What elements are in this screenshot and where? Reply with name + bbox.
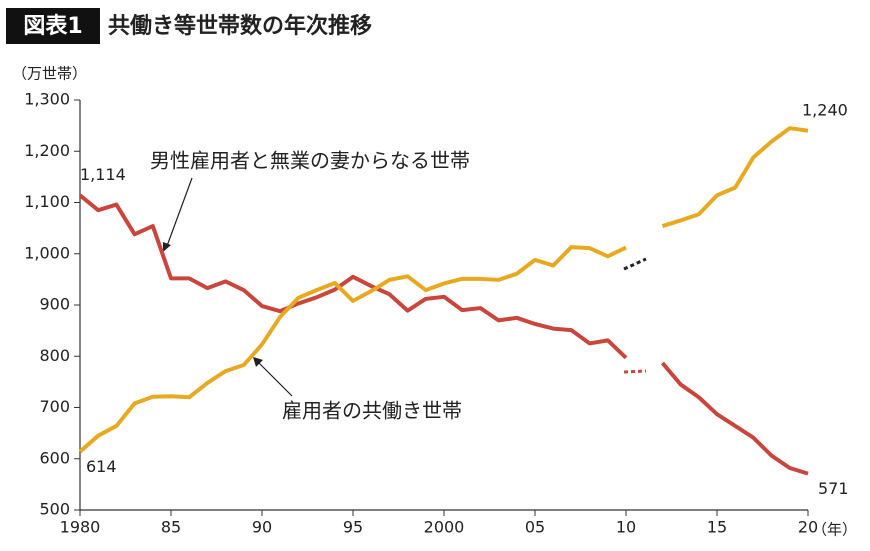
gap-marker [623, 257, 647, 271]
x-tick-label: 1980 [60, 518, 101, 537]
series-line [78, 193, 809, 476]
y-tick-label: 800 [39, 346, 70, 365]
annotation-arrow [257, 361, 293, 397]
x-axis-label: （年） [812, 521, 857, 539]
x-tick-label: 10 [616, 518, 636, 537]
data-label: 571 [818, 479, 849, 498]
annotation-arrow [166, 177, 193, 247]
x-tick-label: 2000 [424, 518, 465, 537]
series-annotation: 男性雇用者と無業の妻からなる世帯 [150, 149, 470, 173]
data-label: 614 [86, 457, 117, 476]
arrowhead [163, 242, 171, 252]
badge-box [6, 8, 100, 44]
y-tick-label: 700 [39, 397, 70, 416]
badge: 図表1 [23, 14, 82, 39]
x-tick-label: 15 [707, 518, 727, 537]
y-tick-label: 600 [39, 448, 70, 467]
arrowhead [253, 357, 263, 367]
gap-marker [623, 369, 647, 374]
series-line [78, 126, 809, 454]
y-tick-label: 1,300 [24, 90, 70, 109]
y-axis-label: （万世帯） [12, 65, 87, 83]
chart-title: 共働き等世帯数の年次推移 [108, 13, 372, 39]
y-tick-label: 500 [39, 500, 70, 519]
x-tick-label: 05 [525, 518, 545, 537]
x-tick-label: 90 [252, 518, 272, 537]
x-tick-label: 85 [161, 518, 181, 537]
y-tick-label: 1,100 [24, 192, 70, 211]
data-label: 1,240 [802, 100, 848, 119]
series-annotation: 雇用者の共働き世帯 [282, 399, 462, 423]
data-label: 1,114 [80, 165, 126, 184]
y-tick-label: 1,200 [24, 141, 70, 160]
x-tick-label: 95 [343, 518, 363, 537]
y-tick-label: 900 [39, 295, 70, 314]
x-tick-label: 20 [798, 518, 818, 537]
y-tick-label: 1,000 [24, 243, 70, 262]
